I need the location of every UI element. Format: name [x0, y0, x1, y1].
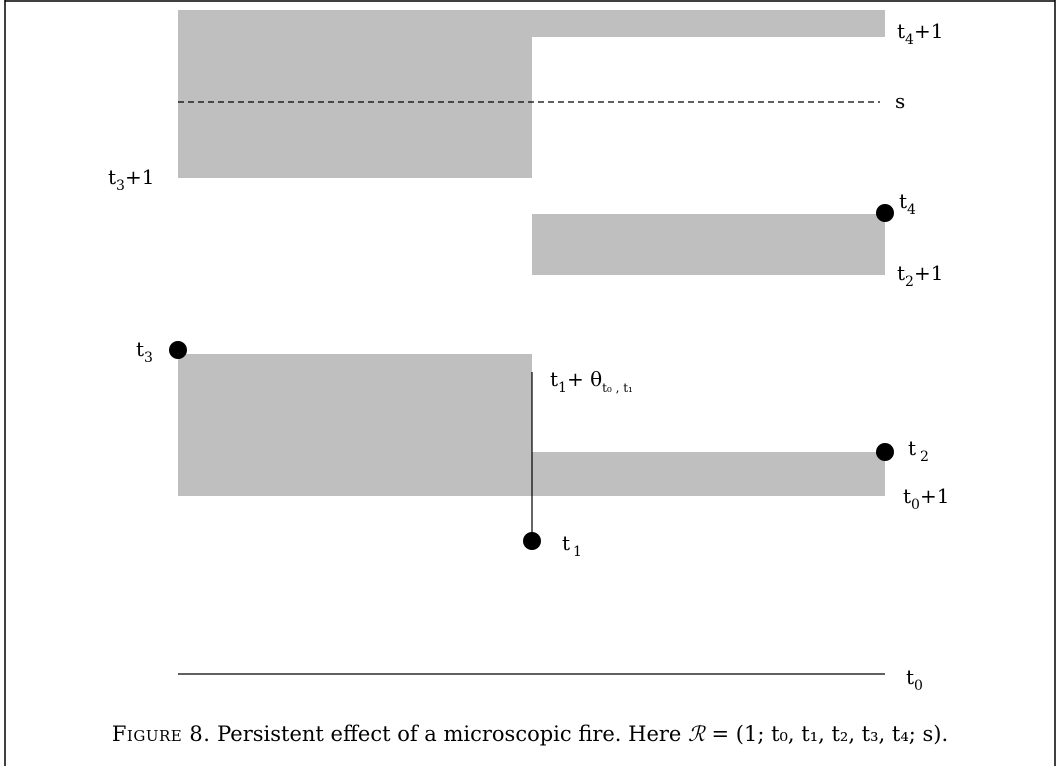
- point-t3: [169, 341, 187, 359]
- label-s: s: [895, 89, 905, 113]
- label-t0-plus-1: t0+1: [903, 484, 949, 513]
- middle-shaded-region: [532, 214, 885, 275]
- point-t4: [876, 204, 894, 222]
- label-t2-plus-1: t2+1: [897, 261, 943, 290]
- label-t4: t4: [899, 189, 916, 218]
- label-t1-plus-theta: t1+ θt₀ , t₁: [550, 367, 633, 396]
- caption-figure-label: Figure 8.: [111, 722, 211, 746]
- label-t3: t3: [136, 337, 153, 366]
- figure-caption: Figure 8. Persistent effect of a microsc…: [0, 722, 1060, 746]
- label-t0: t0: [906, 665, 923, 694]
- label-t3-plus-1: t3+1: [108, 165, 154, 194]
- caption-formula-lhs: ℛ: [688, 722, 705, 746]
- caption-formula-rhs: = (1; t₀, t₁, t₂, t₃, t₄; s).: [704, 722, 949, 746]
- caption-text: Persistent effect of a microscopic fire.…: [217, 722, 682, 746]
- label-t4-plus-1: t4+1: [897, 19, 943, 48]
- point-t2: [876, 443, 894, 461]
- point-t1: [523, 532, 541, 550]
- upper-shaded-region: [178, 10, 885, 178]
